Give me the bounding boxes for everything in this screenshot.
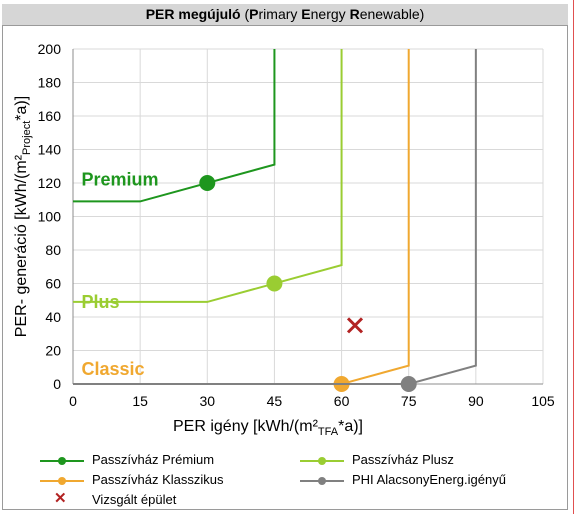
x-tick-label: 75 [401, 393, 417, 409]
legend-label-vizsgalt: Vizsgált épület [92, 492, 177, 507]
y-tick-label: 40 [45, 309, 61, 325]
title-initial-r: R [349, 6, 360, 22]
legend-dot-plusz [318, 456, 326, 465]
x-axis-label: PER igény [kWh/(m²TFA*a)] [173, 418, 363, 438]
cross-stroke-2 [346, 317, 364, 334]
chart-title: PER megújuló (Primary Energy Renewable) [2, 4, 568, 26]
legend-dot-klasszikus [58, 476, 66, 485]
title-word-1: rimary [258, 6, 302, 22]
x-tick-label: 105 [531, 393, 555, 409]
x-tick-label: 90 [468, 393, 484, 409]
legend-label-premium: Passzívház Prémium [92, 452, 215, 467]
x-tick-label: 30 [199, 393, 215, 409]
legend-item-premium: Passzívház Prémium [40, 452, 214, 468]
y-tick-label: 80 [45, 242, 61, 258]
x-tick-label: 60 [334, 393, 350, 409]
point-vizsgalt-epulet [346, 317, 364, 334]
series-line-phi [73, 49, 477, 385]
y-tick-label: 20 [45, 343, 61, 359]
title-word-3: enewable) [359, 6, 425, 22]
title-initial-e: E [301, 6, 311, 22]
title-initial-p: P [249, 6, 259, 22]
chart-plot: 0 15 30 45 60 75 90 105 0 20 40 60 80 100 120 140 160 180… [13, 41, 555, 438]
title-word-2: nergy [310, 6, 350, 22]
y-tick-label: 100 [38, 209, 62, 225]
y-tick-label: 140 [38, 142, 62, 158]
series-marker-phi [400, 376, 417, 392]
y-tick-label: 180 [38, 75, 62, 91]
y-tick-label: 160 [38, 108, 62, 124]
legend-label-plusz: Passzívház Plusz [352, 452, 454, 467]
legend-dot-phi [318, 476, 326, 485]
legend-item-klasszikus: Passzívház Klasszikus [40, 472, 224, 488]
legend-item-plusz: Passzívház Plusz [300, 452, 454, 468]
title-paren: ( [240, 6, 250, 22]
x-tick-label: 45 [267, 393, 283, 409]
legend-cross-icon: ✕ [54, 489, 67, 507]
annotation-classic: Classic [81, 359, 144, 379]
y-tick-label: 120 [38, 175, 62, 191]
legend-item-vizsgalt: ✕ Vizsgált épület [40, 489, 177, 508]
legend-label-klasszikus: Passzívház Klasszikus [92, 472, 224, 487]
title-bold: PER megújuló [145, 6, 241, 22]
y-tick-label: 60 [45, 276, 61, 292]
annotation-premium: Premium [81, 170, 158, 190]
series-marker-premium [199, 175, 216, 191]
annotation-plus: Plus [81, 292, 119, 312]
x-tick-label: 15 [132, 393, 148, 409]
series-marker-plusz [266, 275, 283, 292]
legend-dot-premium [58, 456, 66, 465]
y-tick-label: 0 [53, 376, 61, 392]
legend-label-phi: PHI AlacsonyEnerg.igényű [352, 472, 506, 487]
y-axis-label: PER- generáció [kWh/(m²Project*a)] [13, 96, 33, 337]
legend-item-phi: PHI AlacsonyEnerg.igényű [300, 472, 506, 488]
y-tick-label: 200 [38, 41, 62, 57]
x-tick-label: 0 [69, 393, 77, 409]
